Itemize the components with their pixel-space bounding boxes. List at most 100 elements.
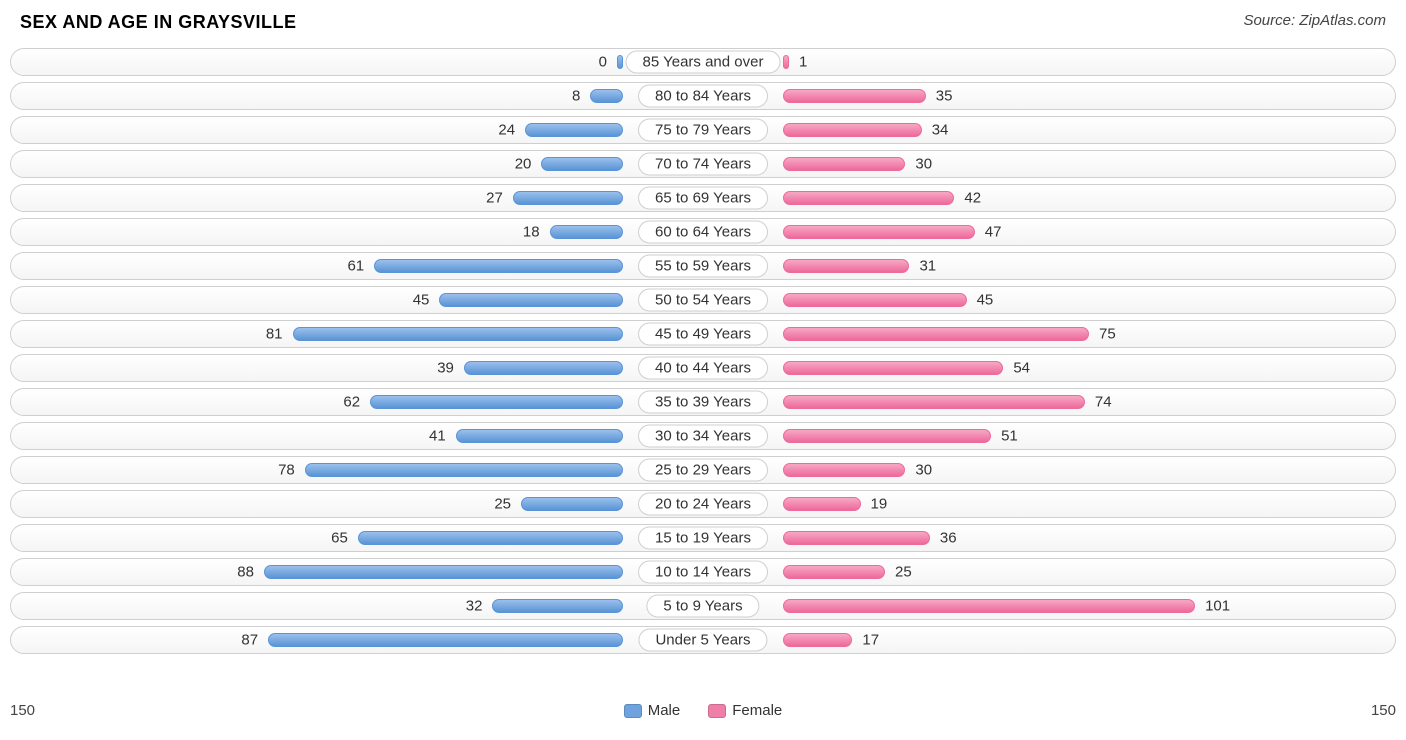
age-row: 65 to 69 Years 27 42 <box>10 184 1396 212</box>
legend-label-female: Female <box>732 702 782 719</box>
age-label: 55 to 59 Years <box>638 255 768 278</box>
male-bar <box>264 565 623 579</box>
age-label: 50 to 54 Years <box>638 289 768 312</box>
legend: Male Female <box>35 702 1371 719</box>
female-half: 31 <box>703 253 1395 279</box>
female-bar <box>783 497 861 511</box>
female-half: 101 <box>703 593 1395 619</box>
female-half: 47 <box>703 219 1395 245</box>
male-bar <box>590 89 623 103</box>
age-label: 25 to 29 Years <box>638 459 768 482</box>
age-label: 80 to 84 Years <box>638 85 768 108</box>
female-half: 45 <box>703 287 1395 313</box>
male-value: 62 <box>343 394 360 411</box>
female-value: 30 <box>915 462 932 479</box>
male-bar <box>456 429 623 443</box>
male-value: 8 <box>572 88 580 105</box>
male-value: 27 <box>486 190 503 207</box>
age-row: 15 to 19 Years 65 36 <box>10 524 1396 552</box>
female-half: 36 <box>703 525 1395 551</box>
male-bar <box>464 361 623 375</box>
male-value: 41 <box>429 428 446 445</box>
male-bar <box>541 157 623 171</box>
age-label: 5 to 9 Years <box>646 595 759 618</box>
female-half: 54 <box>703 355 1395 381</box>
male-value: 78 <box>278 462 295 479</box>
female-value: 31 <box>919 258 936 275</box>
female-value: 51 <box>1001 428 1018 445</box>
female-value: 35 <box>936 88 953 105</box>
female-half: 1 <box>703 49 1395 75</box>
male-bar <box>617 55 623 69</box>
female-value: 47 <box>985 224 1002 241</box>
age-label: 60 to 64 Years <box>638 221 768 244</box>
female-half: 74 <box>703 389 1395 415</box>
female-half: 75 <box>703 321 1395 347</box>
male-value: 81 <box>266 326 283 343</box>
male-half: 32 <box>11 593 703 619</box>
age-label: 85 Years and over <box>626 51 781 74</box>
age-label: 10 to 14 Years <box>638 561 768 584</box>
male-value: 39 <box>437 360 454 377</box>
female-bar <box>783 55 789 69</box>
male-value: 32 <box>466 598 483 615</box>
male-value: 87 <box>241 632 258 649</box>
male-bar <box>358 531 623 545</box>
male-half: 45 <box>11 287 703 313</box>
female-bar <box>783 293 967 307</box>
male-half: 39 <box>11 355 703 381</box>
age-row: 5 to 9 Years 32 101 <box>10 592 1396 620</box>
age-row: 50 to 54 Years4545 <box>10 286 1396 314</box>
age-row: 70 to 74 Years2030 <box>10 150 1396 178</box>
female-bar <box>783 89 926 103</box>
chart-source: Source: ZipAtlas.com <box>1243 12 1386 29</box>
male-bar <box>305 463 623 477</box>
male-half: 62 <box>11 389 703 415</box>
chart-footer: 150 Male Female 150 <box>10 702 1396 719</box>
female-value: 36 <box>940 530 957 547</box>
age-label: 35 to 39 Years <box>638 391 768 414</box>
age-row: 40 to 44 Years 39 54 <box>10 354 1396 382</box>
female-half: 30 <box>703 151 1395 177</box>
age-row: 35 to 39 Years 62 74 <box>10 388 1396 416</box>
male-half: 27 <box>11 185 703 211</box>
legend-item-female: Female <box>708 702 782 719</box>
age-row: 85 Years and over 0 1 <box>10 48 1396 76</box>
male-value: 65 <box>331 530 348 547</box>
male-half: 61 <box>11 253 703 279</box>
age-label: Under 5 Years <box>638 629 767 652</box>
legend-swatch-female-icon <box>708 704 726 718</box>
female-bar <box>783 429 991 443</box>
female-value: 74 <box>1095 394 1112 411</box>
female-bar <box>783 633 852 647</box>
female-value: 42 <box>964 190 981 207</box>
age-label: 45 to 49 Years <box>638 323 768 346</box>
male-half: 41 <box>11 423 703 449</box>
female-value: 34 <box>932 122 949 139</box>
female-bar <box>783 361 1003 375</box>
age-row: 45 to 49 Years 81 75 <box>10 320 1396 348</box>
male-half: 87 <box>11 627 703 653</box>
female-half: 42 <box>703 185 1395 211</box>
female-value: 54 <box>1013 360 1030 377</box>
male-value: 0 <box>599 54 607 71</box>
female-value: 17 <box>862 632 879 649</box>
age-row: 30 to 34 Years4151 <box>10 422 1396 450</box>
age-label: 65 to 69 Years <box>638 187 768 210</box>
male-value: 18 <box>523 224 540 241</box>
chart-header: SEX AND AGE IN GRAYSVILLE Source: ZipAtl… <box>0 0 1406 33</box>
female-bar <box>783 123 922 137</box>
age-label: 40 to 44 Years <box>638 357 768 380</box>
male-half: 65 <box>11 525 703 551</box>
male-bar <box>550 225 623 239</box>
female-value: 19 <box>871 496 888 513</box>
male-bar <box>492 599 623 613</box>
male-value: 45 <box>413 292 430 309</box>
age-row: 20 to 24 Years2519 <box>10 490 1396 518</box>
male-half: 24 <box>11 117 703 143</box>
axis-max-right: 150 <box>1371 702 1396 719</box>
legend-label-male: Male <box>648 702 681 719</box>
male-bar <box>268 633 623 647</box>
age-label: 15 to 19 Years <box>638 527 768 550</box>
male-bar <box>521 497 623 511</box>
